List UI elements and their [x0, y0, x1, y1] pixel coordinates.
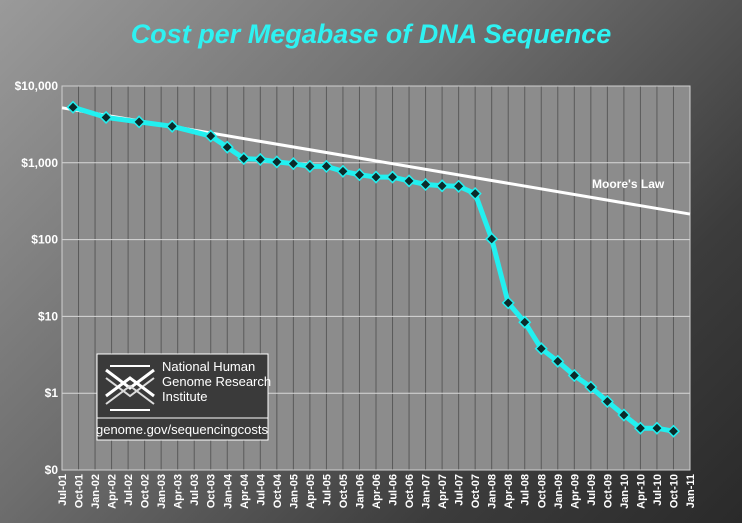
nhgri-dna-mark-icon: [105, 365, 155, 411]
data-point: [633, 421, 647, 435]
x-tick-label: Jul-10: [652, 474, 664, 506]
data-point: [402, 174, 416, 188]
x-tick-label: Apr-10: [635, 474, 647, 509]
x-tick-label: Oct-08: [536, 474, 548, 508]
x-tick-label: Apr-05: [305, 474, 317, 509]
x-tick-label: Oct-04: [272, 473, 284, 508]
plot-border: [61, 85, 691, 471]
data-point: [584, 380, 598, 394]
data-point: [66, 100, 80, 114]
x-tick-label: Jul-01: [57, 474, 69, 506]
data-point: [385, 170, 400, 184]
x-tick-label: Jul-07: [454, 474, 466, 506]
x-tick-label: Jan-06: [354, 474, 366, 509]
data-point: [501, 296, 515, 310]
data-point: [435, 179, 449, 193]
x-tick-label: Jul-03: [189, 474, 201, 506]
x-tick-label: Jul-04: [255, 473, 267, 506]
x-tick-label: Jan-11: [685, 474, 697, 508]
x-tick-label: Jan-08: [487, 474, 499, 509]
y-tick-label: $100: [31, 233, 58, 247]
y-tick-label: $1: [45, 386, 59, 400]
x-tick-label: Jan-04: [222, 473, 234, 509]
x-tick-label: Oct-10: [668, 474, 680, 508]
data-point: [237, 152, 251, 166]
x-tick-label: Jul-05: [321, 474, 333, 506]
data-point: [650, 421, 664, 435]
x-tick-label: Jan-07: [421, 474, 433, 509]
chart-title: Cost per Megabase of DNA Sequence: [131, 19, 612, 49]
x-tick-label: Jan-05: [288, 474, 300, 509]
cost-series: [66, 100, 681, 438]
data-point: [270, 155, 284, 169]
x-tick-label: Oct-06: [404, 474, 416, 508]
data-point: [336, 164, 350, 178]
y-tick-label: $10,000: [15, 79, 59, 93]
y-tick-label: $1,000: [21, 156, 58, 170]
data-point: [286, 157, 300, 171]
data-point: [132, 115, 146, 129]
data-point: [253, 152, 267, 166]
data-point: [518, 315, 532, 329]
x-tick-label: Apr-04: [239, 473, 251, 509]
x-tick-label: Jan-10: [619, 474, 631, 509]
data-point: [534, 342, 548, 356]
data-point: [369, 170, 383, 184]
data-point: [617, 408, 631, 422]
nhgri-logo: National Human Genome Research Institute…: [96, 353, 271, 441]
x-axis-ticks: Jul-01 Oct-01 Jan-02 Apr-02 Jul-02 Oct-02 Jan-…: [57, 473, 697, 509]
data-point: [419, 177, 433, 192]
logo-line-2: Genome Research: [162, 374, 271, 389]
x-tick-label: Oct-02: [140, 474, 152, 508]
logo-url-box: [96, 417, 269, 441]
x-tick-label: Apr-06: [371, 474, 383, 509]
x-tick-label: Jul-06: [388, 474, 400, 506]
x-tick-label: Apr-02: [107, 474, 119, 509]
x-tick-label: Oct-05: [338, 474, 350, 508]
x-tick-label: Jan-09: [553, 474, 565, 509]
y-axis-ticks: $0 $1 $10 $100 $1,000 $10,000: [15, 79, 59, 477]
data-point: [600, 394, 614, 409]
data-point: [567, 368, 581, 383]
data-point: [319, 159, 333, 173]
data-point: [352, 168, 367, 182]
logo-line-1: National Human: [162, 359, 255, 374]
data-point: [220, 140, 234, 154]
x-tick-label: Apr-07: [437, 474, 449, 509]
x-tick-label: Oct-03: [206, 474, 218, 508]
data-point: [204, 129, 218, 143]
data-point: [666, 424, 681, 438]
data-point: [468, 187, 482, 201]
x-tick-label: Jul-08: [520, 474, 532, 506]
y-tick-label: $0: [45, 463, 59, 477]
logo-url: genome.gov/sequencingcosts: [96, 422, 269, 437]
x-tick-label: Oct-01: [74, 474, 86, 508]
x-tick-label: Jan-02: [90, 474, 102, 509]
data-point: [551, 354, 565, 368]
data-point: [165, 119, 179, 133]
x-tick-label: Apr-03: [173, 474, 185, 509]
logo-line-3: Institute: [162, 389, 208, 404]
x-tick-label: Jul-09: [586, 474, 598, 506]
x-tick-label: Apr-08: [503, 474, 515, 509]
x-tick-label: Oct-09: [602, 474, 614, 508]
moore-law-label: Moore's Law: [592, 177, 665, 191]
data-point: [485, 232, 499, 246]
y-tick-label: $10: [38, 309, 58, 323]
x-tick-label: Apr-09: [569, 474, 581, 509]
data-point: [99, 110, 113, 124]
x-tick-label: Jul-02: [123, 474, 135, 506]
data-point: [452, 179, 466, 193]
x-tick-label: Jan-03: [156, 474, 168, 509]
data-point: [303, 159, 317, 173]
x-tick-label: Oct-07: [470, 474, 482, 508]
